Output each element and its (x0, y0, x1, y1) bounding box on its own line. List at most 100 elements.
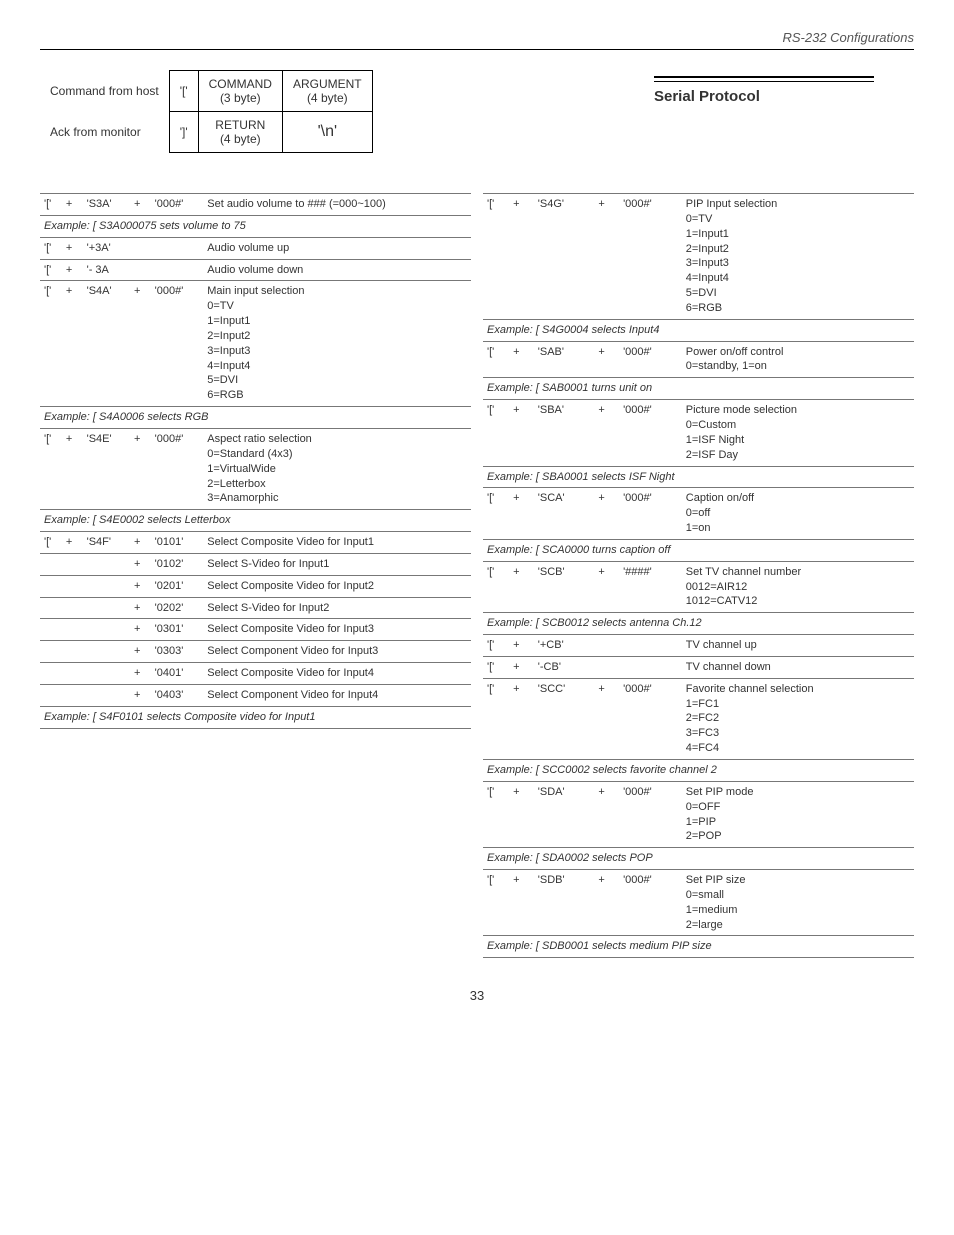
token: '000#' (619, 400, 682, 466)
token (62, 684, 83, 706)
token: + (130, 194, 151, 216)
token (40, 575, 62, 597)
token: '0303' (151, 641, 204, 663)
token: '000#' (619, 870, 682, 936)
token (40, 641, 62, 663)
token: + (130, 553, 151, 575)
token: + (594, 781, 619, 847)
token: '-CB' (534, 656, 595, 678)
title-rule-thick (654, 76, 874, 78)
example-row: Example: [ SDA0002 selects POP (483, 848, 914, 870)
serial-protocol-title: Serial Protocol (654, 88, 760, 105)
token (83, 641, 130, 663)
token: '[' (483, 781, 509, 847)
token (151, 237, 204, 259)
token: + (130, 663, 151, 685)
top-row: Command from host '[' COMMAND (3 byte) A… (40, 70, 914, 153)
ack-from-monitor-label: Ack from monitor (40, 112, 169, 153)
token (40, 597, 62, 619)
token: '[' (483, 678, 509, 759)
token: + (509, 488, 534, 540)
columns: '['+'S3A'+'000#'Set audio volume to ### … (40, 193, 914, 958)
page-number: 33 (40, 988, 914, 1003)
token: '000#' (151, 194, 204, 216)
token: + (130, 597, 151, 619)
token: + (594, 341, 619, 378)
token: '0403' (151, 684, 204, 706)
token: '[' (483, 341, 509, 378)
token: + (130, 428, 151, 509)
token: '[' (483, 488, 509, 540)
token: '000#' (619, 194, 682, 320)
token: + (509, 656, 534, 678)
token (594, 656, 619, 678)
token (40, 663, 62, 685)
token: 'S3A' (83, 194, 130, 216)
token: 'S4A' (83, 281, 130, 407)
token (83, 575, 130, 597)
token (62, 619, 83, 641)
token: '0301' (151, 619, 204, 641)
cmd-from-host-label: Command from host (40, 71, 169, 112)
token (62, 553, 83, 575)
token: 'SCB' (534, 561, 595, 613)
command-description: Set PIP mode 0=OFF 1=PIP 2=POP (682, 781, 914, 847)
token: + (594, 488, 619, 540)
return-cell: RETURN (4 byte) (198, 112, 282, 153)
token: '+3A' (83, 237, 130, 259)
token: 'S4F' (83, 532, 130, 554)
command-description: TV channel up (682, 635, 914, 657)
command-description: Set audio volume to ### (=000~100) (203, 194, 471, 216)
token: '0401' (151, 663, 204, 685)
token: + (62, 281, 83, 407)
token: '000#' (151, 281, 204, 407)
command-description: Select S-Video for Input2 (203, 597, 471, 619)
command-description: Audio volume down (203, 259, 471, 281)
command-description: Select Composite Video for Input3 (203, 619, 471, 641)
token: '- 3A (83, 259, 130, 281)
token: + (509, 341, 534, 378)
token: + (509, 194, 534, 320)
token: '0201' (151, 575, 204, 597)
token (619, 635, 682, 657)
token: 'SCA' (534, 488, 595, 540)
token (130, 259, 151, 281)
example-row: Example: [ SCB0012 selects antenna Ch.12 (483, 613, 914, 635)
token: + (509, 781, 534, 847)
token: 'SAB' (534, 341, 595, 378)
command-description: Select Composite Video for Input4 (203, 663, 471, 685)
token: 'S4G' (534, 194, 595, 320)
command-description: TV channel down (682, 656, 914, 678)
command-description: PIP Input selection 0=TV 1=Input1 2=Inpu… (682, 194, 914, 320)
command-description: Main input selection 0=TV 1=Input1 2=Inp… (203, 281, 471, 407)
token (62, 663, 83, 685)
token: + (509, 635, 534, 657)
token: '+CB' (534, 635, 595, 657)
token (130, 237, 151, 259)
token: '0102' (151, 553, 204, 575)
token: '[' (483, 635, 509, 657)
example-row: Example: [ S4G0004 selects Input4 (483, 319, 914, 341)
left-column: '['+'S3A'+'000#'Set audio volume to ### … (40, 193, 471, 958)
command-description: Select Component Video for Input4 (203, 684, 471, 706)
example-row: Example: [ SCA0000 turns caption off (483, 539, 914, 561)
token (62, 641, 83, 663)
token: '[' (40, 532, 62, 554)
token: '[' (40, 281, 62, 407)
token: '000#' (619, 781, 682, 847)
example-row: Example: [ SAB0001 turns unit on (483, 378, 914, 400)
example-row: Example: [ SCC0002 selects favorite chan… (483, 760, 914, 782)
token: '0101' (151, 532, 204, 554)
open-bracket: '[' (169, 71, 198, 112)
example-row: Example: [ S4E0002 selects Letterbox (40, 510, 471, 532)
token (151, 259, 204, 281)
title-rule-thin (654, 81, 874, 82)
token: + (62, 428, 83, 509)
token: + (130, 641, 151, 663)
command-description: Select S-Video for Input1 (203, 553, 471, 575)
token: + (130, 684, 151, 706)
host-command-table: Command from host '[' COMMAND (3 byte) A… (40, 70, 373, 153)
command-description: Picture mode selection 0=Custom 1=ISF Ni… (682, 400, 914, 466)
token: '000#' (619, 678, 682, 759)
token (40, 619, 62, 641)
